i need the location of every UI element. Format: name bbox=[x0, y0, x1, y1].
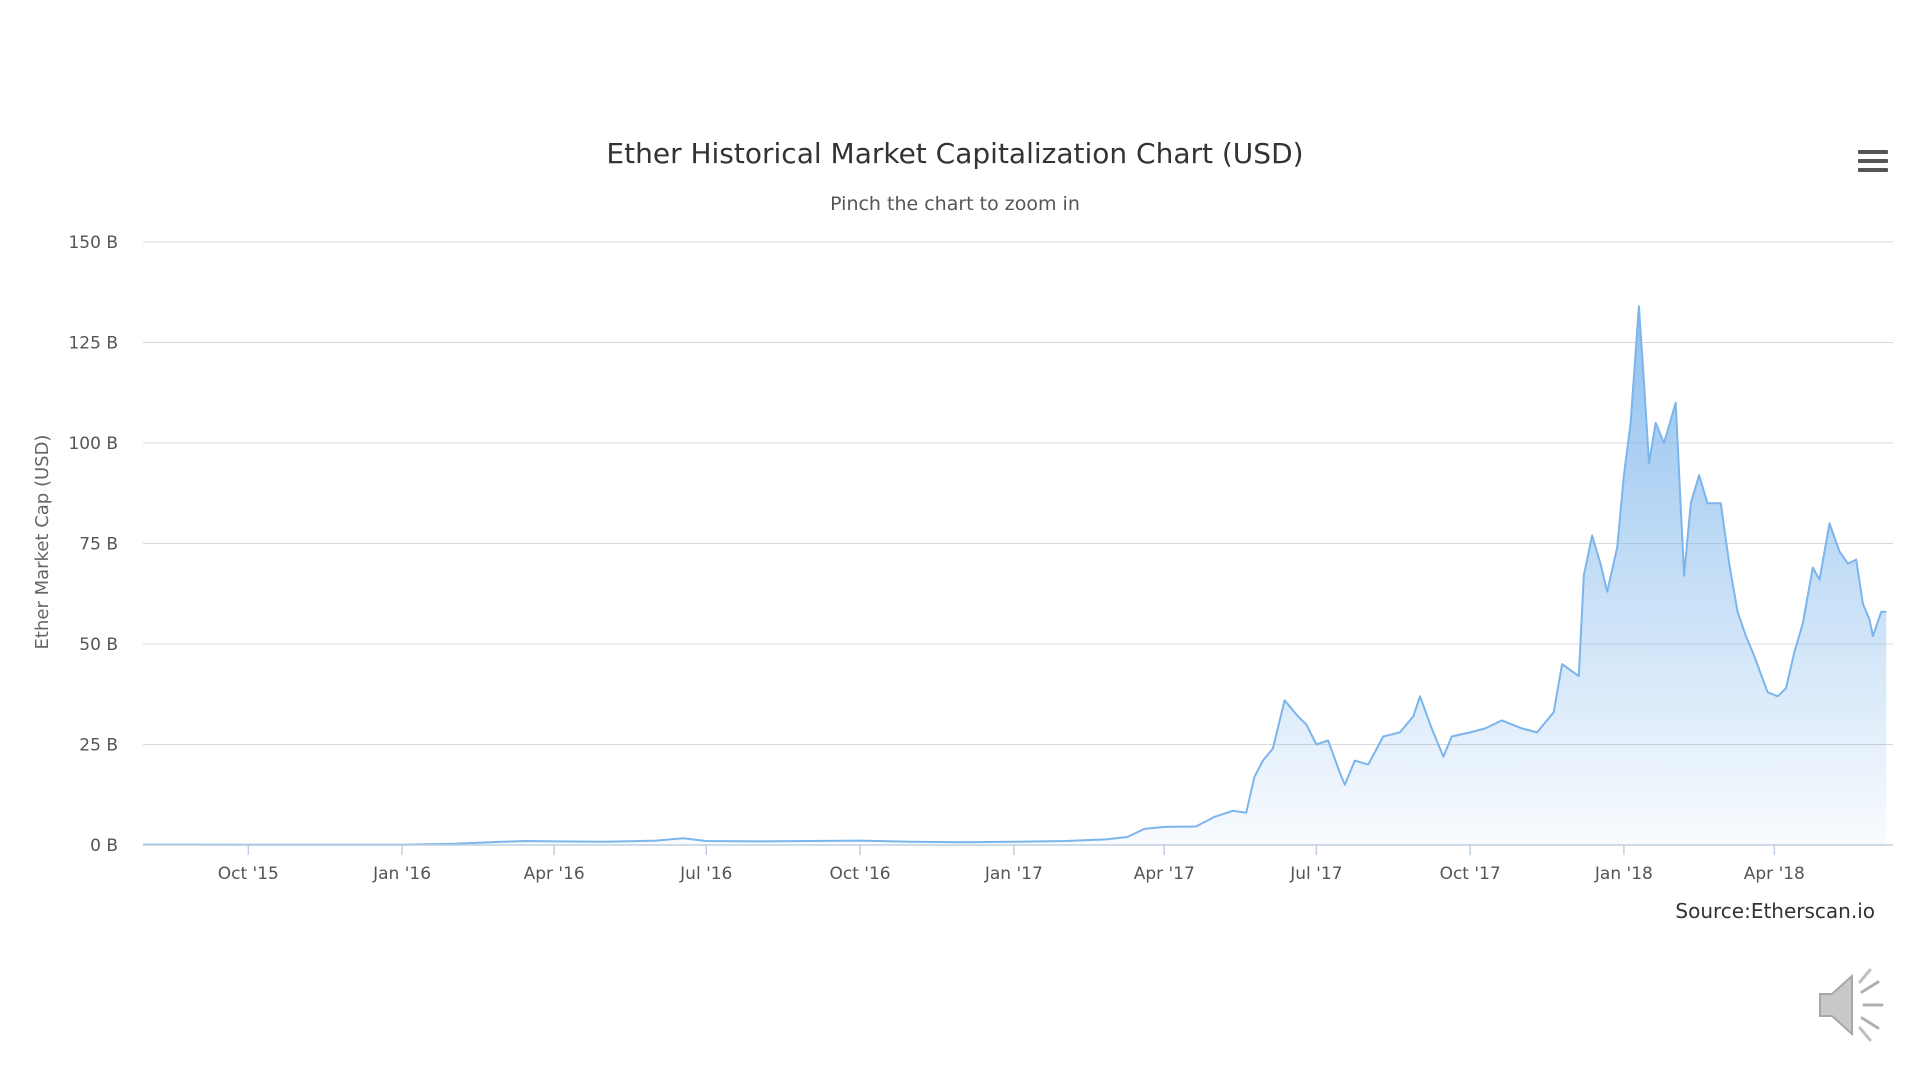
x-tick-label: Jan '17 bbox=[984, 864, 1043, 884]
y-axis-ticks: 0 B 25 B 50 B 75 B 100 B 125 B 150 B bbox=[68, 233, 118, 856]
series-area-fill bbox=[143, 306, 1887, 845]
y-tick-label: 150 B bbox=[68, 233, 118, 253]
x-tick-label: Apr '16 bbox=[524, 864, 585, 884]
x-tick-label: Jul '17 bbox=[1289, 864, 1342, 884]
series-area bbox=[143, 305, 1887, 846]
x-tick-label: Apr '17 bbox=[1134, 864, 1195, 884]
x-tick-label: Oct '16 bbox=[829, 864, 890, 884]
y-tick-label: 125 B bbox=[68, 334, 118, 354]
source-credit: Source:Etherscan.io bbox=[1675, 899, 1875, 923]
y-tick-label: 75 B bbox=[79, 535, 118, 555]
chart-subtitle: Pinch the chart to zoom in bbox=[830, 193, 1080, 215]
x-tick-label: Jan '18 bbox=[1594, 864, 1653, 884]
speaker-icon[interactable] bbox=[1819, 968, 1884, 1042]
x-tick-label: Oct '15 bbox=[218, 864, 279, 884]
x-tick-label: Jan '16 bbox=[372, 864, 431, 884]
y-axis-title: Ether Market Cap (USD) bbox=[32, 435, 53, 650]
y-tick-label: 25 B bbox=[79, 736, 118, 756]
x-tick-label: Jul '16 bbox=[679, 864, 732, 884]
hamburger-menu-icon[interactable] bbox=[1852, 142, 1894, 182]
y-tick-label: 0 B bbox=[90, 836, 118, 856]
x-tick-label: Apr '18 bbox=[1744, 864, 1805, 884]
chart-title: Ether Historical Market Capitalization C… bbox=[606, 137, 1303, 170]
y-tick-label: 100 B bbox=[68, 434, 118, 454]
x-tick-label: Oct '17 bbox=[1440, 864, 1501, 884]
series-line bbox=[143, 305, 1887, 846]
y-tick-label: 50 B bbox=[79, 635, 118, 655]
x-axis: Oct '15 Jan '16 Apr '16 Jul '16 Oct '16 Jan '… bbox=[143, 844, 1893, 884]
